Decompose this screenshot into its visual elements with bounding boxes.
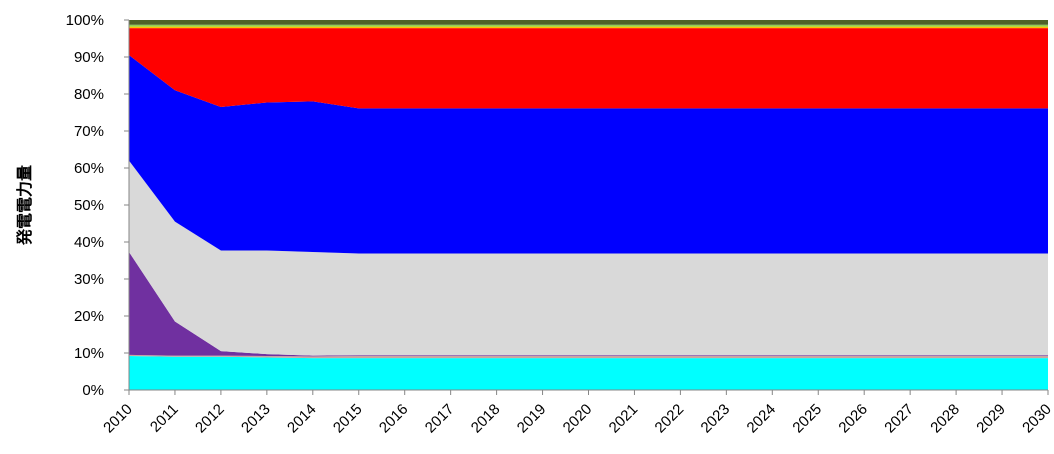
y-tick-label: 70% (74, 123, 104, 140)
x-tick-label: 2022 (652, 401, 688, 437)
x-tick-label: 2023 (698, 401, 734, 437)
area-series-1 (129, 355, 1048, 390)
x-tick-label: 2030 (1019, 401, 1054, 437)
y-tick-label: 10% (74, 345, 104, 362)
x-tick-label: 2026 (835, 401, 871, 437)
area-series-group (129, 20, 1048, 390)
area-series-9 (129, 20, 1048, 25)
axes-group (124, 19, 1049, 395)
y-tick-label: 90% (74, 49, 104, 66)
x-tick-label: 2027 (881, 401, 917, 437)
x-tick-label: 2019 (514, 401, 550, 437)
area-series-4 (129, 160, 1048, 356)
area-series-6 (129, 28, 1048, 109)
y-tick-label: 30% (74, 271, 104, 288)
x-tick-label: 2014 (284, 401, 320, 437)
x-tick-label: 2028 (927, 401, 963, 437)
x-tick-label: 2012 (192, 401, 228, 437)
y-tick-label: 0% (82, 382, 104, 399)
area-series-2 (129, 354, 1048, 359)
x-tick-label: 2025 (789, 401, 825, 437)
y-tick-label: 20% (74, 308, 104, 325)
x-tick-label: 2011 (147, 401, 182, 436)
x-tick-label: 2016 (376, 401, 412, 437)
y-tick-label: 50% (74, 197, 104, 214)
area-series-5 (129, 55, 1048, 254)
x-tick-labels: 2010 2011 2012 2013 2014 2015 2016 2017 2018 2019… (100, 401, 1054, 437)
y-axis-label: 発電電力量 (15, 165, 34, 246)
x-tick-label: 2029 (973, 401, 1009, 437)
x-tick-label: 2021 (606, 401, 642, 437)
x-tick-label: 2010 (100, 401, 136, 437)
y-tick-label: 80% (74, 86, 104, 103)
x-tick-label: 2015 (330, 401, 366, 437)
x-tick-label: 2013 (238, 401, 274, 437)
x-tick-label: 2018 (468, 401, 504, 437)
y-tick-labels: 0% 10% 20% 30% 40% 50% 60% 70% 80% 90% 100% (66, 12, 104, 399)
y-tick-label: 40% (74, 234, 104, 251)
area-series-7 (129, 26, 1048, 29)
x-tick-label: 2017 (422, 401, 458, 437)
x-tick-label: 2020 (560, 401, 596, 437)
area-series-8 (129, 24, 1048, 27)
x-tick-label: 2024 (744, 401, 780, 437)
y-tick-label: 100% (66, 12, 104, 29)
y-tick-label: 60% (74, 160, 104, 177)
